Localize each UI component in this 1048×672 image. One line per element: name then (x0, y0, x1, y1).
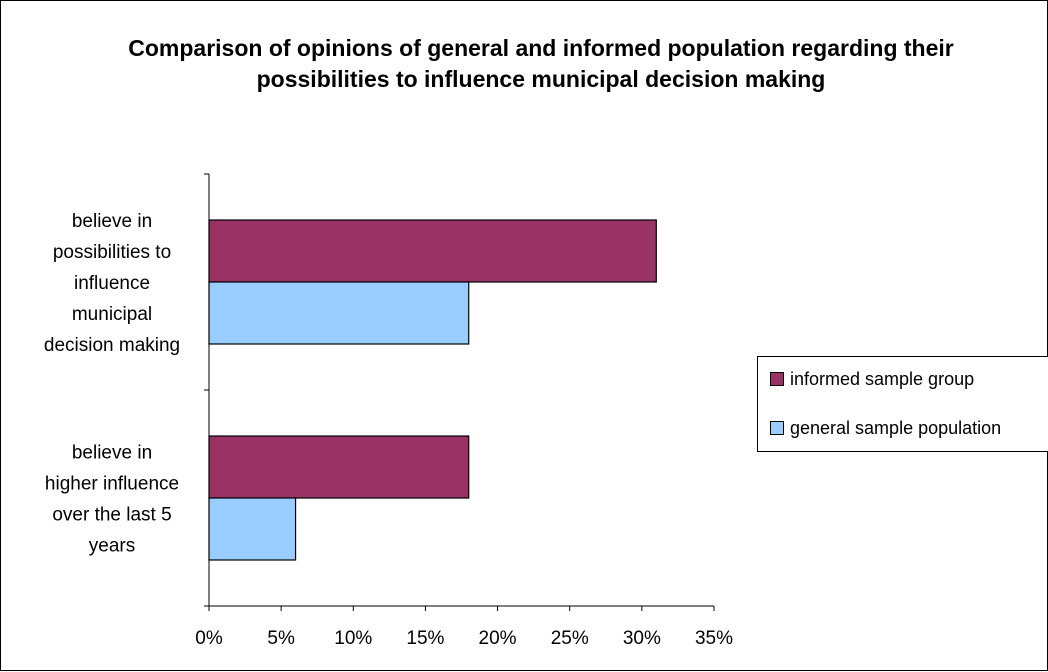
x-tick-label-2: 10% (334, 628, 372, 649)
category-label-1: believe in higher influence over the last … (45, 443, 179, 557)
x-tick-label-5: 25% (551, 628, 589, 649)
bar-general-0 (208, 281, 470, 345)
legend: informed sample group general sample pop… (757, 356, 1048, 452)
x-tick-label-4: 20% (479, 628, 517, 649)
x-tick-label-7: 35% (695, 628, 733, 649)
bar-informed-0 (208, 219, 657, 283)
chart-title: Comparison of opinions of general and in… (128, 35, 954, 92)
x-tick-label-6: 30% (623, 628, 661, 649)
legend-label-general: general sample population (790, 417, 1002, 438)
category-label-0: believe in possibilities to influence munic… (44, 211, 180, 356)
x-tick-label-1: 5% (267, 628, 295, 649)
legend-swatch-general (770, 421, 784, 435)
legend-label-informed: informed sample group (790, 368, 975, 389)
bar-informed-1 (208, 435, 470, 499)
legend-item-informed: informed sample group (770, 367, 974, 391)
legend-item-general: general sample population (770, 416, 1001, 440)
bar-general-1 (208, 497, 297, 561)
x-tick-label-3: 15% (406, 628, 444, 649)
legend-swatch-informed (770, 372, 784, 386)
x-tick-label-0: 0% (195, 628, 223, 649)
